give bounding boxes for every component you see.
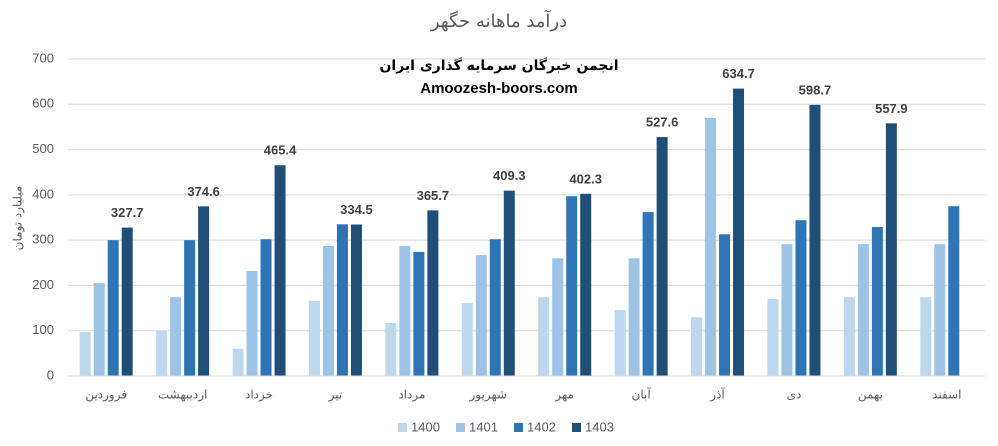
legend-swatch — [572, 423, 581, 432]
bar — [274, 165, 286, 376]
data-label: 402.3 — [569, 171, 602, 186]
bar — [628, 258, 640, 376]
x-tick-label: اردیبهشت — [158, 388, 207, 403]
x-tick-label: بهمن — [858, 388, 883, 403]
legend-label: 1403 — [585, 419, 614, 434]
bar — [614, 309, 626, 376]
bar — [107, 240, 119, 376]
bar — [691, 317, 703, 376]
data-label: 327.7 — [111, 205, 144, 220]
bar — [184, 240, 196, 376]
data-label: 557.9 — [875, 101, 908, 116]
bar — [656, 137, 668, 376]
x-tick-label: اسفند — [932, 388, 961, 402]
bar — [871, 227, 883, 376]
bar — [336, 224, 348, 376]
y-tick-label: 0 — [47, 367, 54, 382]
bar — [948, 206, 960, 376]
bar — [934, 244, 946, 376]
bar — [843, 297, 855, 376]
y-tick-label: 500 — [32, 141, 54, 156]
bar — [719, 234, 731, 376]
bar — [121, 227, 133, 376]
bar — [705, 117, 717, 376]
bar — [385, 323, 397, 376]
bar — [350, 224, 362, 376]
bar — [198, 206, 210, 376]
bar — [781, 244, 793, 376]
bar — [232, 348, 244, 376]
bar — [308, 300, 320, 376]
y-tick-label: 400 — [32, 186, 54, 201]
bar — [461, 303, 473, 376]
legend-swatch — [398, 423, 407, 432]
data-label: 409.3 — [493, 168, 526, 183]
legend-label: 1401 — [469, 419, 498, 434]
data-label: 365.7 — [417, 188, 450, 203]
legend-swatch — [514, 423, 523, 432]
y-tick-label: 200 — [32, 277, 54, 292]
bar — [809, 104, 821, 377]
x-tick-label: دی — [787, 388, 802, 402]
x-tick-label: آبان — [632, 387, 652, 402]
bar — [475, 255, 487, 376]
y-tick-label: 600 — [32, 96, 54, 111]
x-tick-label: مهر — [554, 388, 574, 403]
bar — [170, 297, 182, 376]
x-tick-label: خرداد — [245, 388, 273, 403]
bar — [79, 332, 91, 376]
bar — [427, 210, 439, 376]
legend-label: 1400 — [411, 419, 440, 434]
bar — [580, 193, 592, 376]
bar — [246, 270, 258, 376]
bar — [795, 220, 807, 376]
bar — [733, 88, 745, 377]
bar — [857, 244, 869, 376]
bar — [260, 239, 272, 376]
data-label: 527.6 — [646, 115, 679, 130]
chart-title: درآمد ماهانه حگهر — [430, 9, 567, 32]
bar — [885, 123, 897, 376]
x-tick-label: فروردین — [85, 388, 127, 403]
data-label: 334.5 — [340, 202, 373, 217]
y-tick-label: 100 — [32, 322, 54, 337]
y-tick-label: 700 — [32, 50, 54, 65]
x-tick-label: مرداد — [398, 388, 425, 403]
bar — [538, 297, 550, 376]
x-tick-label: تیر — [328, 388, 343, 403]
bar — [93, 283, 105, 376]
bar — [566, 196, 578, 376]
data-label: 374.6 — [187, 184, 220, 199]
x-tick-label: آذر — [709, 387, 725, 403]
data-label: 634.7 — [722, 66, 755, 81]
annotation: Amoozesh-boors.com — [420, 80, 578, 97]
data-label: 465.4 — [264, 143, 297, 158]
bar — [920, 297, 932, 376]
x-tick-label: شهریور — [469, 388, 508, 403]
bar — [413, 251, 425, 376]
bar — [156, 330, 168, 376]
bar — [322, 246, 334, 376]
legend-label: 1402 — [527, 419, 556, 434]
legend-swatch — [456, 423, 465, 432]
bar — [767, 299, 779, 376]
bar — [552, 258, 564, 376]
y-axis-label: میلیارد تومان — [11, 186, 26, 251]
annotation: انجمن خبرگان سرمایه گذاری ایران — [379, 57, 618, 74]
bar — [503, 190, 515, 376]
bar — [399, 246, 411, 376]
bar — [642, 212, 654, 376]
y-tick-label: 300 — [32, 232, 54, 247]
bar — [489, 239, 501, 376]
data-label: 598.7 — [799, 82, 832, 97]
